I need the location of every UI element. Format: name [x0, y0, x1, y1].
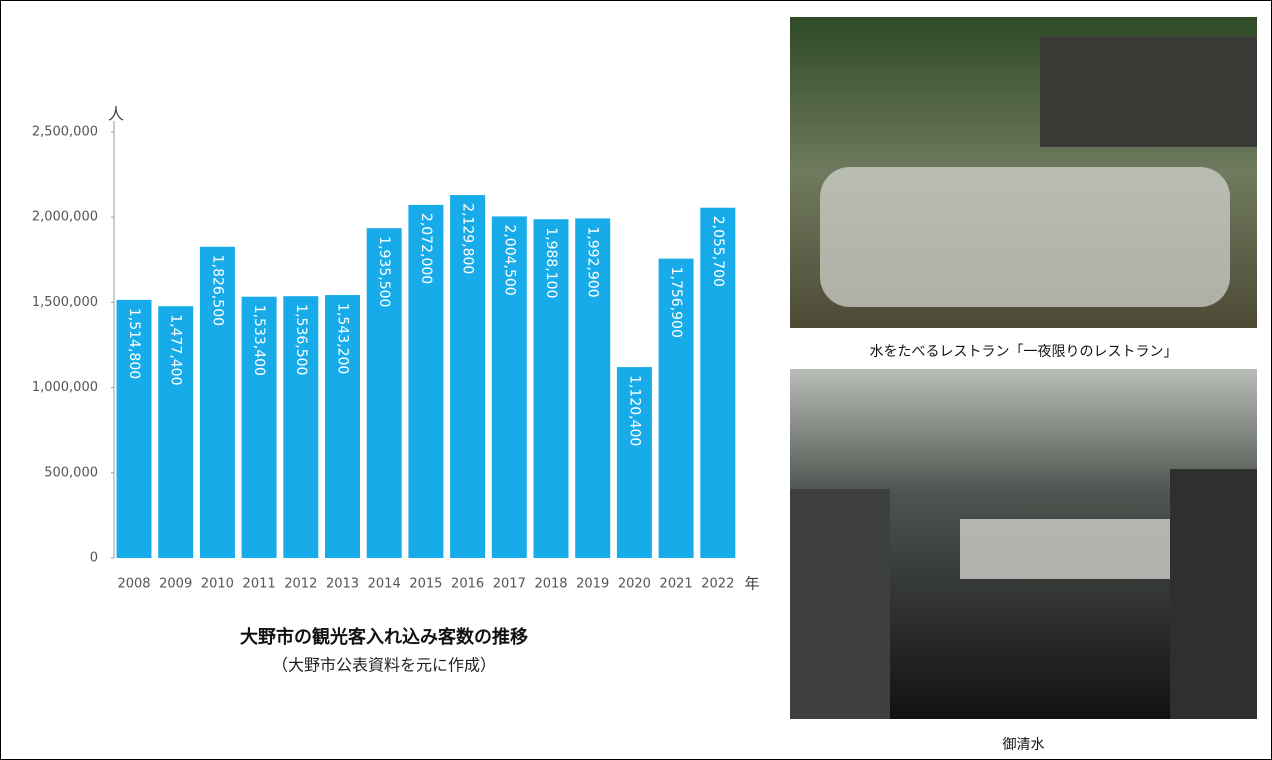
- y-tick-label: 1,500,000: [32, 295, 98, 310]
- value-label: 1,536,500: [293, 304, 309, 375]
- value-label: 1,533,400: [251, 305, 267, 376]
- x-tick-label: 2020: [618, 577, 651, 592]
- value-label: 1,477,400: [168, 314, 184, 385]
- value-label: 1,120,400: [626, 375, 642, 446]
- x-tick-label: 2017: [493, 577, 526, 592]
- bar: [658, 258, 694, 558]
- bar: [616, 367, 652, 558]
- x-tick-label: 2018: [534, 577, 567, 592]
- value-label: 2,055,700: [710, 216, 726, 287]
- value-label: 1,992,900: [585, 226, 601, 297]
- value-label: 2,072,000: [418, 213, 434, 284]
- x-tick-label: 2008: [117, 577, 150, 592]
- chart: 人 年 大野市の観光客入れ込み客数の推移 （大野市公表資料を元に作成） 0 500…: [32, 105, 760, 675]
- bar: [408, 204, 444, 558]
- y-tick-label: 2,000,000: [32, 210, 98, 225]
- x-tick-label: 2013: [326, 577, 359, 592]
- y-tick-label: 1,000,000: [32, 380, 98, 395]
- x-tick-label: 2016: [451, 577, 484, 592]
- y-tick-label: 0: [90, 551, 98, 566]
- value-label: 1,756,900: [668, 267, 684, 338]
- chart-title: 大野市の観光客入れ込み客数の推移: [240, 626, 528, 648]
- x-tick-label: 2015: [409, 577, 442, 592]
- x-tick-label: 2019: [576, 577, 609, 592]
- value-label: 2,004,500: [501, 224, 517, 295]
- value-label: 1,935,500: [376, 236, 392, 307]
- value-label: 1,988,100: [543, 227, 559, 298]
- x-tick-label: 2021: [660, 577, 693, 592]
- bar: [116, 299, 152, 558]
- x-tick-label: 2012: [284, 577, 317, 592]
- photo-caption: 水をたべるレストラン「一夜限りのレストラン」: [869, 344, 1178, 360]
- photo-caption: 御清水: [1002, 737, 1045, 753]
- y-tick-label: 500,000: [44, 465, 98, 480]
- x-unit: 年: [744, 575, 759, 593]
- bar: [450, 195, 486, 558]
- bar: [575, 218, 611, 558]
- x-tick-label: 2010: [201, 577, 234, 592]
- bar: [325, 295, 360, 558]
- value-label: 1,543,200: [335, 303, 351, 374]
- chart-subtitle: （大野市公表資料を元に作成）: [272, 656, 496, 675]
- bar: [491, 216, 527, 558]
- x-tick-label: 2011: [243, 577, 276, 592]
- bar: [366, 228, 402, 558]
- bar: [533, 219, 569, 558]
- value-label: 1,826,500: [209, 255, 225, 326]
- bar: [700, 207, 736, 558]
- bar: [241, 296, 277, 558]
- x-tick-label: 2022: [701, 577, 734, 592]
- value-label: 2,129,800: [460, 203, 476, 274]
- bar: [199, 246, 235, 558]
- photo-spring: [790, 369, 1257, 719]
- y-tick-label: 2,500,000: [32, 125, 98, 140]
- x-tick-label: 2014: [368, 577, 401, 592]
- value-label: 1,514,800: [126, 308, 142, 379]
- bar: [283, 296, 319, 558]
- y-unit: 人: [108, 105, 124, 124]
- x-tick-label: 2009: [159, 577, 192, 592]
- photo-restaurant: [790, 17, 1257, 328]
- bar: [158, 306, 194, 558]
